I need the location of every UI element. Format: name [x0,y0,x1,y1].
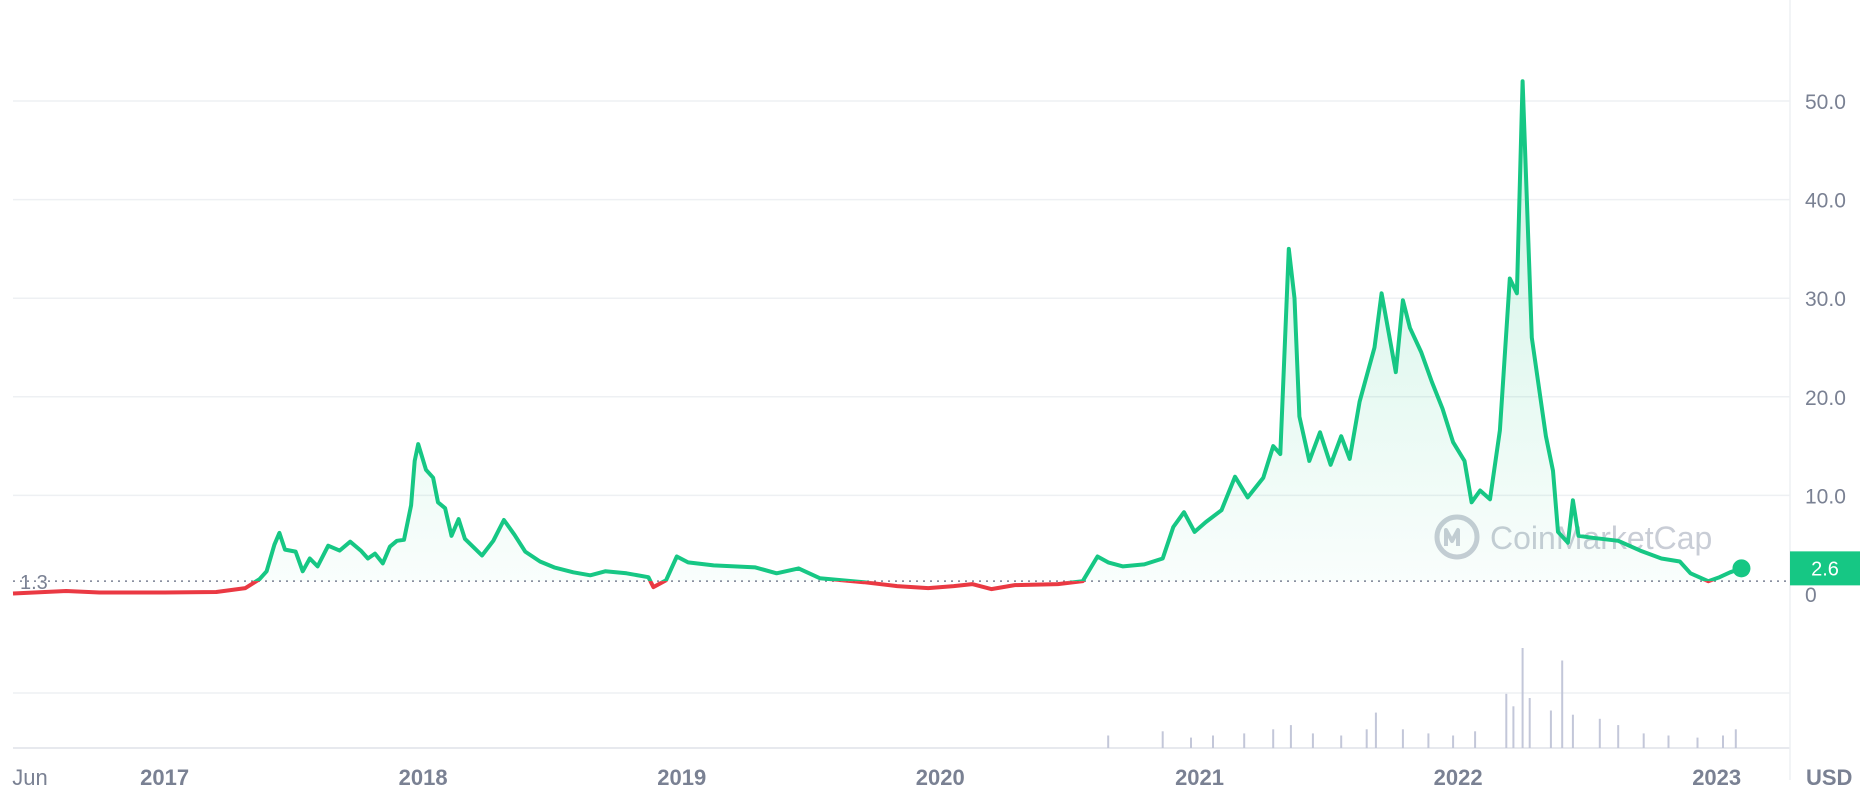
x-tick-label: 2018 [399,765,448,790]
current-price-label: 2.6 [1811,558,1839,580]
volume-bar [1642,733,1645,748]
x-tick-label: Jun [12,765,47,790]
volume-bar [1549,710,1552,748]
volume-bar [1452,735,1455,748]
volume-bar [1374,712,1377,748]
x-tick-label: 2017 [140,765,189,790]
price-line-below-baseline [12,581,1715,596]
volume-bar [1561,660,1564,748]
volume-bar [1161,731,1164,748]
price-area-fill [13,81,1742,582]
x-tick-label: 2023 [1692,765,1741,790]
y-tick-label: 30.0 [1805,288,1846,311]
volume-bar [1734,729,1737,749]
x-tick-label: 2022 [1434,765,1483,790]
volume-bar [1427,733,1430,748]
volume-bar [1272,729,1275,749]
volume-bar [1243,733,1246,748]
grid-lines [13,100,1790,749]
volume-bar [1598,718,1601,748]
y-tick-label: 20.0 [1805,387,1846,410]
currency-unit-label: USD [1806,765,1852,790]
volume-bar [1289,725,1292,748]
y-axis: 0 10.0 20.0 30.0 40.0 50.0 [1805,91,1846,607]
current-price-badge: 2.6 [1790,551,1860,586]
y-tick-label: 0 [1805,584,1817,607]
x-tick-label: 2020 [916,765,965,790]
volume-bar [1667,735,1670,748]
volume-bar [1722,735,1724,748]
baseline-value-label: 1.3 [20,572,48,594]
volume-bar [1401,729,1404,749]
y-tick-label: 10.0 [1805,485,1846,508]
volume-bar [1521,648,1524,748]
volume-bar [1212,735,1214,748]
y-tick-label: 40.0 [1805,190,1846,213]
volume-bar [1107,735,1110,748]
x-tick-label: 2019 [657,765,706,790]
volume-bar [1617,725,1620,748]
price-line-above-baseline [252,79,1743,582]
x-tick-label: 2021 [1175,765,1224,790]
volume-bar [1340,735,1343,748]
volume-bar [1365,729,1368,749]
volume-bar [1571,714,1574,748]
volume-bar [1505,693,1508,748]
x-axis: Jun 2017 2018 2019 2020 2021 2022 2023 [12,765,1741,790]
current-price-dot[interactable] [1732,559,1751,578]
volume-bar [1474,731,1477,748]
volume-bar [1512,706,1515,748]
y-tick-label: 50.0 [1805,91,1846,114]
volume-bar [1190,737,1192,748]
volume-bar [1696,737,1699,748]
volume-bars [1107,648,1737,749]
volume-bar [1311,733,1314,748]
volume-bar [1528,698,1531,748]
